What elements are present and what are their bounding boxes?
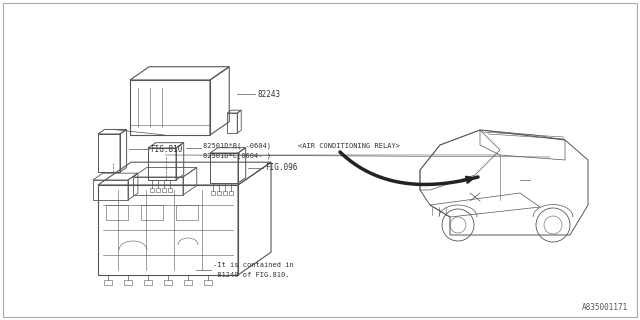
Bar [164,280,172,285]
Bar [124,280,132,285]
Text: 81240 of FIG.810.: 81240 of FIG.810. [213,272,289,278]
Bar [217,191,221,195]
Text: A835001171: A835001171 [582,303,628,312]
Text: 82501D*C(0604- ): 82501D*C(0604- ) [203,152,271,159]
Bar [141,205,163,220]
Bar [104,280,112,285]
Bar [184,280,192,285]
Bar [162,188,166,192]
Text: <AIR CONDITIONING RELAY>: <AIR CONDITIONING RELAY> [298,143,400,149]
Bar [223,191,227,195]
Text: FIG.810: FIG.810 [150,145,183,154]
Text: FIG.096: FIG.096 [265,164,297,172]
Bar [176,205,198,220]
Bar [204,280,212,285]
Bar [229,191,233,195]
Text: 82243: 82243 [257,90,280,99]
Bar [150,188,154,192]
Bar [106,205,128,220]
Bar [211,191,215,195]
Bar [144,280,152,285]
Text: -It is contained in: -It is contained in [213,262,294,268]
Text: 82501D*B( -0604): 82501D*B( -0604) [203,142,271,149]
Bar [168,188,172,192]
Bar [156,188,160,192]
